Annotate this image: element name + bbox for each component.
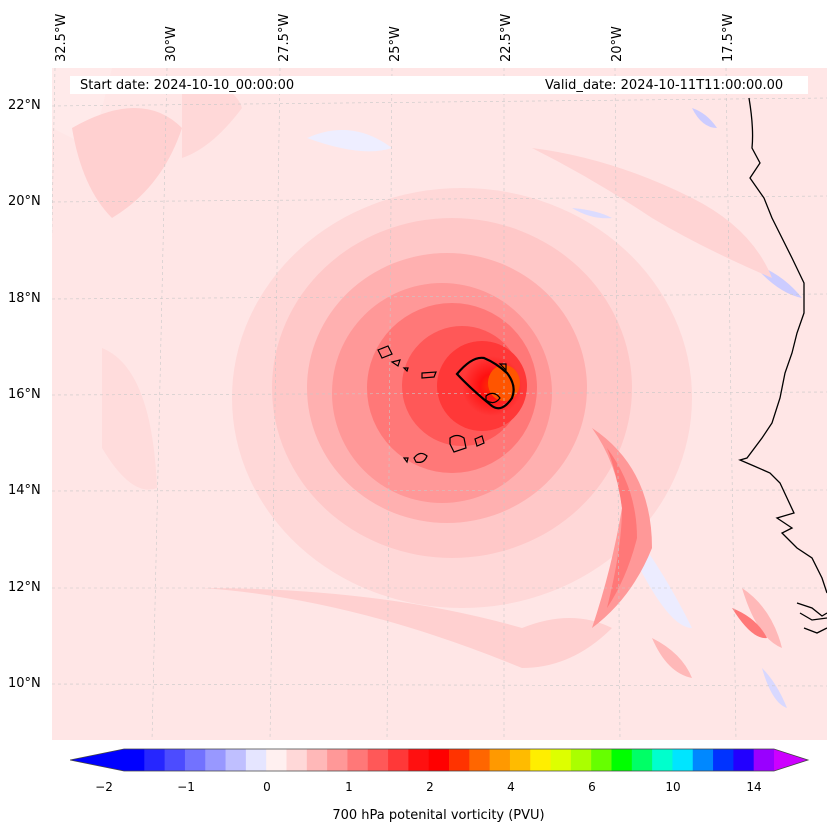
colorbar-swatch — [164, 749, 186, 771]
map-panel — [52, 68, 827, 740]
colorbar-swatch — [713, 749, 734, 771]
colorbar-title: 700 hPa potenital vorticity (PVU) — [332, 808, 545, 823]
colorbar-swatch — [672, 749, 694, 771]
colorbar-swatch — [733, 749, 755, 771]
lon-label-17.5w: 17.5°W — [721, 13, 736, 62]
colorbar-swatch — [530, 749, 552, 771]
colorbar-swatch — [266, 749, 287, 771]
cbar-tick-1: 1 — [345, 780, 353, 794]
colorbar-swatch — [591, 749, 612, 771]
info-box — [70, 76, 808, 94]
lon-label-20w: 20°W — [610, 26, 625, 62]
colorbar-swatch — [509, 749, 531, 771]
cbar-tick-4: 4 — [507, 780, 515, 794]
colorbar-swatch — [408, 749, 430, 771]
lon-label-30w: 30°W — [164, 26, 179, 62]
colorbar-swatch — [144, 749, 166, 771]
colorbar-swatch — [753, 749, 775, 771]
colorbar-swatch — [286, 749, 308, 771]
colorbar-extend-min — [70, 749, 124, 771]
lon-label-27.5w: 27.5°W — [277, 13, 292, 62]
lon-label-25w: 25°W — [388, 26, 403, 62]
colorbar-swatch — [367, 749, 389, 771]
colorbar-swatch — [449, 749, 470, 771]
lat-label-10n: 10°N — [8, 676, 41, 691]
lat-label-18n: 18°N — [8, 291, 41, 306]
colorbar-outline — [70, 748, 810, 772]
colorbar-swatch — [489, 749, 511, 771]
colorbar — [70, 748, 810, 772]
start-date-label: Start date: 2024-10-10_00:00:00 — [80, 78, 295, 93]
colorbar-swatch — [327, 749, 348, 771]
colorbar-swatch — [347, 749, 369, 771]
lat-label-16n: 16°N — [8, 387, 41, 402]
pv-field-map — [52, 68, 827, 740]
cbar-tick-14: 14 — [746, 780, 762, 794]
lon-label-22.5w: 22.5°W — [499, 13, 514, 62]
colorbar-swatch — [388, 749, 409, 771]
cape-verde-islands — [377, 345, 515, 464]
cbar-tick-2: 2 — [426, 780, 434, 794]
colorbar-swatch — [550, 749, 572, 771]
colorbar-swatch — [184, 749, 206, 771]
colorbar-swatch — [692, 749, 714, 771]
cbar-tick-10: 10 — [665, 780, 681, 794]
colorbar-swatch — [570, 749, 592, 771]
african-coastline — [738, 97, 827, 634]
colorbar-swatch — [225, 749, 247, 771]
colorbar-swatch — [245, 749, 267, 771]
lon-label-32.5w: 32.5°W — [54, 13, 69, 62]
colorbar-swatch — [428, 749, 450, 771]
lat-label-22n: 22°N — [8, 98, 41, 113]
colorbar-swatch — [306, 749, 328, 771]
colorbar-swatch — [652, 749, 673, 771]
cbar-tick-6: 6 — [588, 780, 596, 794]
colorbar-swatch — [469, 749, 491, 771]
colorbar-swatch — [124, 749, 145, 771]
cbar-tick-neg1: −1 — [177, 780, 195, 794]
lat-label-20n: 20°N — [8, 194, 41, 209]
valid-date-label: Valid_date: 2024-10-11T11:00:00.00 — [545, 78, 784, 93]
colorbar-swatch — [631, 749, 653, 771]
lat-label-14n: 14°N — [8, 483, 41, 498]
cbar-tick-0: 0 — [263, 780, 271, 794]
colorbar-extend-max — [774, 749, 808, 771]
map-gridlines — [52, 68, 827, 740]
cbar-tick-neg2: −2 — [95, 780, 113, 794]
lat-label-12n: 12°N — [8, 580, 41, 595]
colorbar-swatch — [205, 749, 227, 771]
colorbar-swatch — [611, 749, 633, 771]
